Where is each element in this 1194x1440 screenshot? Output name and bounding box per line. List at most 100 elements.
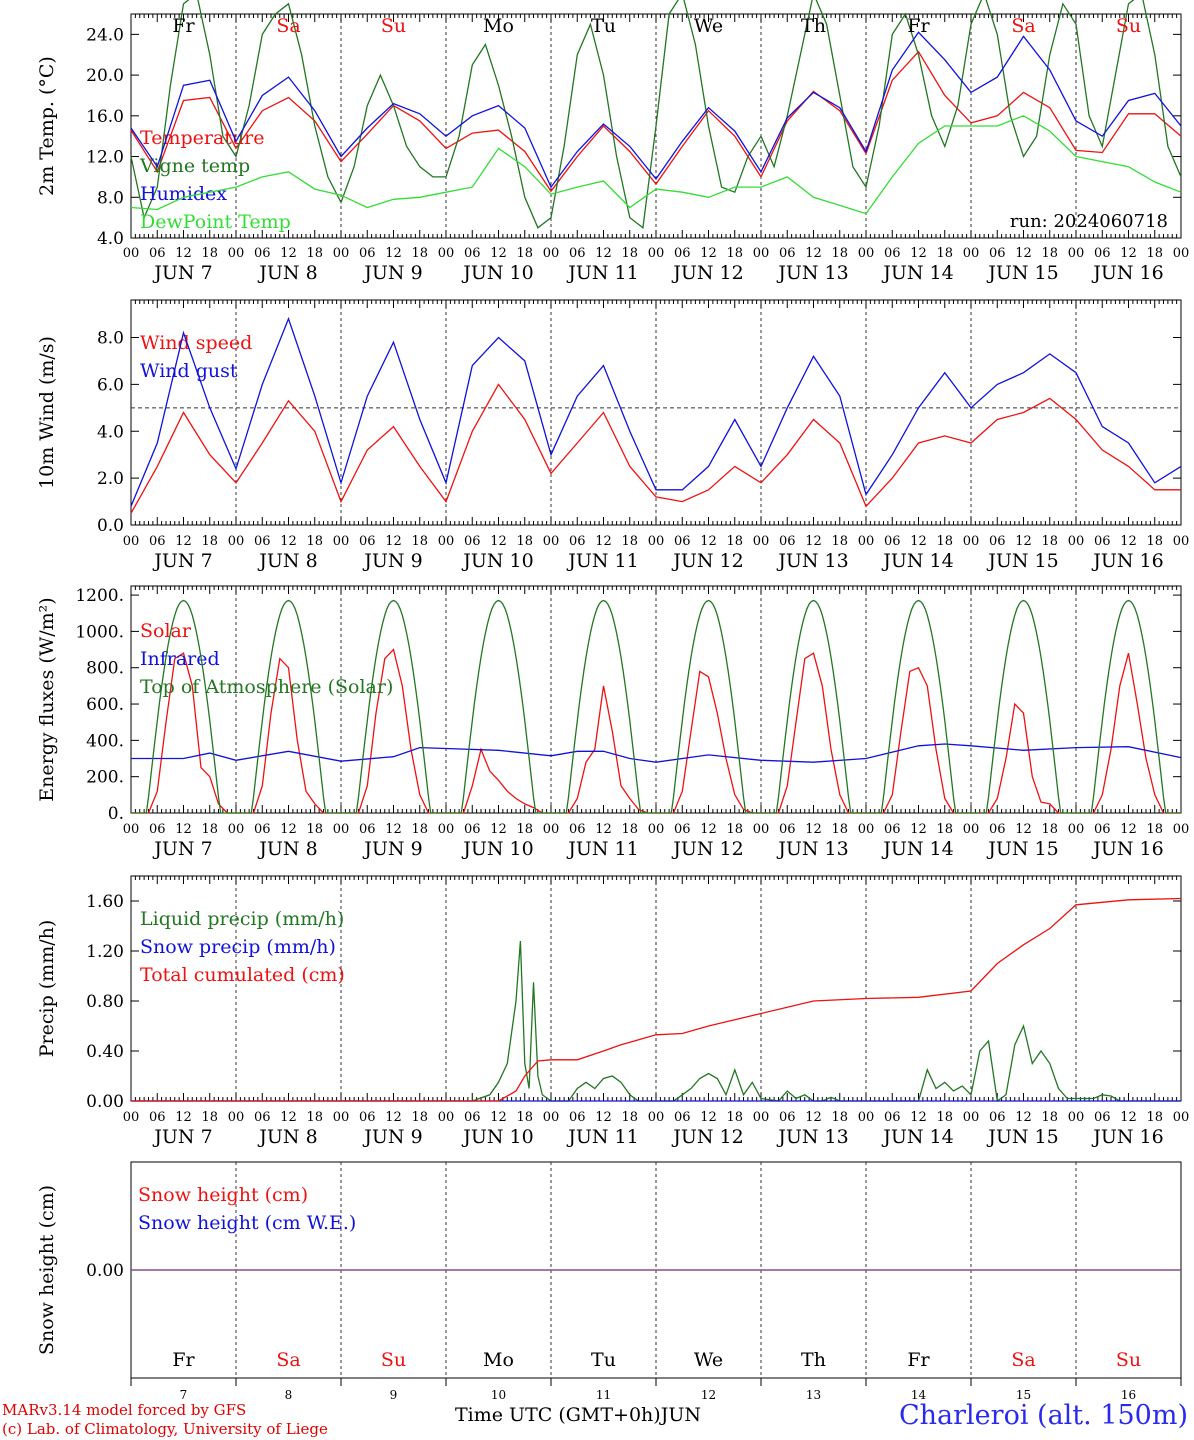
- hour-label: 12: [595, 534, 612, 549]
- hour-label: 06: [1094, 534, 1111, 549]
- hour-label: 12: [385, 534, 402, 549]
- hour-label: 12: [910, 822, 927, 837]
- hour-label: 12: [700, 1110, 717, 1125]
- hour-label: 18: [831, 822, 848, 837]
- hour-label: 12: [1120, 1110, 1137, 1125]
- hour-label: 12: [805, 822, 822, 837]
- hour-label: 12: [805, 1110, 822, 1125]
- hour-label: 12: [700, 534, 717, 549]
- date-label: JUN 13: [776, 1126, 848, 1148]
- hour-label: 00: [228, 246, 245, 261]
- series-line: [130, 50, 1182, 193]
- hour-label: 12: [1015, 246, 1032, 261]
- hour-label: 18: [1146, 822, 1163, 837]
- y-tick-label: 4.0: [97, 422, 124, 442]
- hour-label: 00: [858, 822, 875, 837]
- date-label: JUN 15: [986, 550, 1058, 572]
- hour-label: 18: [1146, 1110, 1163, 1125]
- day-number-label: 12: [701, 1388, 716, 1402]
- weekday-label: Sa: [276, 15, 300, 37]
- hour-label: 12: [385, 246, 402, 261]
- hour-label: 00: [543, 246, 560, 261]
- series-line: [130, 316, 1182, 507]
- date-label: JUN 7: [152, 262, 212, 284]
- weekday-label: Su: [1116, 1349, 1141, 1371]
- hour-label: 06: [464, 822, 481, 837]
- hour-label: 12: [595, 1110, 612, 1125]
- hour-label: 00: [1173, 1110, 1190, 1125]
- hour-label: 06: [464, 1110, 481, 1125]
- hour-label: 18: [516, 246, 533, 261]
- legend-entry: Top of Atmosphere (Solar): [140, 676, 393, 698]
- hour-label: 00: [1173, 822, 1190, 837]
- hour-label: 12: [1015, 1110, 1032, 1125]
- hour-label: 12: [805, 246, 822, 261]
- legend-entry: Humidex: [140, 183, 227, 205]
- legend-entry: Snow height (cm W.E.): [138, 1212, 356, 1234]
- hour-label: 12: [490, 822, 507, 837]
- hour-label: 12: [280, 1110, 297, 1125]
- hour-label: 00: [648, 246, 665, 261]
- weekday-label: Mo: [483, 15, 514, 37]
- legend-entry: Total cumulated (cm): [140, 964, 345, 986]
- station-title: Charleroi (alt. 150m): [899, 1400, 1188, 1431]
- hour-label: 00: [1068, 534, 1085, 549]
- hour-label: 12: [1120, 534, 1137, 549]
- date-label: JUN 12: [671, 262, 743, 284]
- hour-label: 00: [963, 534, 980, 549]
- lab-credit: (c) Lab. of Climatology, University of L…: [2, 1420, 328, 1438]
- hour-label: 00: [1068, 246, 1085, 261]
- hour-label: 06: [569, 1110, 586, 1125]
- hour-label: 18: [516, 822, 533, 837]
- hour-label: 00: [753, 534, 770, 549]
- hour-label: 18: [306, 1110, 323, 1125]
- hour-label: 18: [411, 822, 428, 837]
- date-label: JUN 13: [776, 838, 848, 860]
- hour-label: 18: [306, 246, 323, 261]
- y-tick-label: 0.0: [97, 516, 124, 536]
- hour-label: 18: [726, 246, 743, 261]
- hour-label: 00: [333, 534, 350, 549]
- y-tick-label: 0.40: [86, 1042, 124, 1062]
- hour-label: 00: [228, 534, 245, 549]
- hour-label: 06: [989, 822, 1006, 837]
- day-number-label: 16: [1121, 1388, 1136, 1402]
- hour-label: 12: [175, 534, 192, 549]
- date-label: JUN 16: [1091, 838, 1163, 860]
- day-number-label: 7: [180, 1388, 188, 1402]
- y-tick-label: 400.: [86, 731, 124, 751]
- hour-label: 00: [228, 822, 245, 837]
- hour-label: 18: [726, 1110, 743, 1125]
- hour-label: 12: [280, 534, 297, 549]
- hour-label: 06: [674, 822, 691, 837]
- hour-label: 00: [438, 534, 455, 549]
- hour-label: 00: [1068, 822, 1085, 837]
- date-label: JUN 9: [362, 1126, 422, 1148]
- y-tick-label: 4.0: [97, 229, 124, 249]
- hour-label: 06: [779, 534, 796, 549]
- hour-label: 06: [989, 1110, 1006, 1125]
- y-axis-label: Precip (mm/h): [36, 920, 58, 1058]
- time-unit-label: Time UTC (GMT+0h): [455, 1404, 661, 1426]
- model-credit: MARv3.14 model forced by GFS: [2, 1401, 247, 1419]
- series-line: [131, 599, 1181, 814]
- hour-label: 00: [963, 1110, 980, 1125]
- weekday-label: Sa: [1011, 1349, 1035, 1371]
- y-tick-label: 0.80: [86, 992, 124, 1012]
- hour-label: 00: [648, 534, 665, 549]
- weekday-label: Tu: [591, 15, 616, 37]
- hour-label: 18: [936, 822, 953, 837]
- hour-label: 00: [753, 246, 770, 261]
- weekday-label: Th: [801, 1349, 826, 1371]
- weekday-label: Su: [381, 15, 406, 37]
- hour-label: 00: [438, 1110, 455, 1125]
- hour-label: 00: [858, 246, 875, 261]
- weekday-label: Th: [801, 15, 826, 37]
- weekday-label: Sa: [1011, 15, 1035, 37]
- hour-label: 12: [700, 246, 717, 261]
- y-axis-label: 10m Wind (m/s): [36, 336, 58, 489]
- hour-label: 06: [779, 1110, 796, 1125]
- hour-label: 06: [674, 534, 691, 549]
- hour-label: 18: [516, 534, 533, 549]
- hour-label: 06: [989, 534, 1006, 549]
